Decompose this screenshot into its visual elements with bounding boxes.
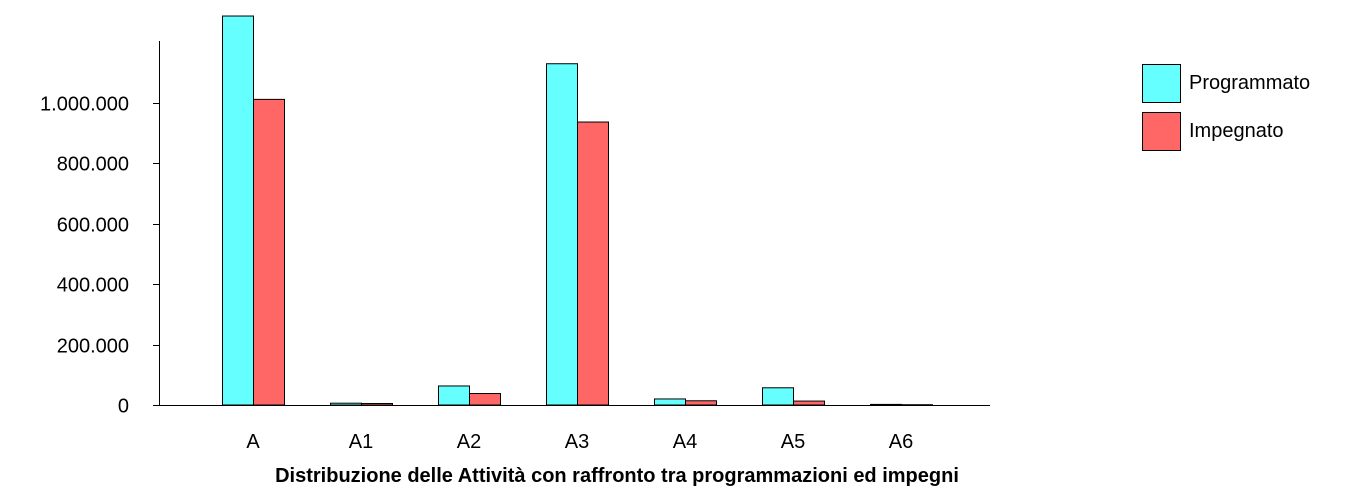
x-tick-label: A4	[673, 431, 697, 453]
bar-programmato-a4	[654, 398, 686, 406]
bar-programmato-a5	[762, 387, 794, 406]
bar-programmato-a2	[438, 385, 470, 406]
x-tick-label: A6	[889, 431, 913, 453]
bar-programmato-a	[222, 15, 254, 406]
legend-swatch-impegnato	[1142, 112, 1181, 151]
bar-programmato-a1	[330, 402, 362, 406]
y-tick-label: 400.000	[57, 275, 129, 297]
y-tick-label: 800.000	[57, 154, 129, 176]
chart-title: Distribuzione delle Attività con raffron…	[275, 465, 959, 487]
x-tick-label: A	[246, 431, 260, 453]
y-tick-label: 600.000	[57, 215, 129, 237]
bar-impegnato-a1	[361, 402, 393, 406]
axes-layer	[159, 41, 990, 406]
bar-impegnato-a2	[469, 393, 501, 406]
x-tick-label: A3	[565, 431, 589, 453]
bar-programmato-a6	[870, 403, 902, 406]
legend-swatch-programmato	[1142, 64, 1181, 103]
y-tick-label: 0	[118, 396, 129, 418]
legend-label-impegnato: Impegnato	[1189, 120, 1284, 142]
y-tick-label: 200.000	[57, 336, 129, 358]
bar-impegnato-a4	[685, 400, 717, 406]
bar-impegnato-a	[253, 98, 285, 406]
y-axis-ticks: 0 200.000 400.000 600.000 800.000 1.000.000	[40, 94, 159, 418]
y-tick-label: 1.000.000	[40, 94, 129, 116]
legend-label-programmato: Programmato	[1189, 72, 1310, 94]
bar-programmato-a3	[546, 63, 578, 406]
x-tick-label: A1	[349, 431, 373, 453]
legend: Programmato Impegnato	[1142, 64, 1310, 151]
bars-layer	[222, 15, 933, 406]
bar-impegnato-a3	[577, 121, 609, 406]
x-tick-label: A5	[781, 431, 805, 453]
x-axis-labels: A A1 A2 A3 A4 A5 A6	[246, 431, 913, 453]
bar-impegnato-a5	[793, 400, 825, 406]
x-tick-label: A2	[457, 431, 481, 453]
